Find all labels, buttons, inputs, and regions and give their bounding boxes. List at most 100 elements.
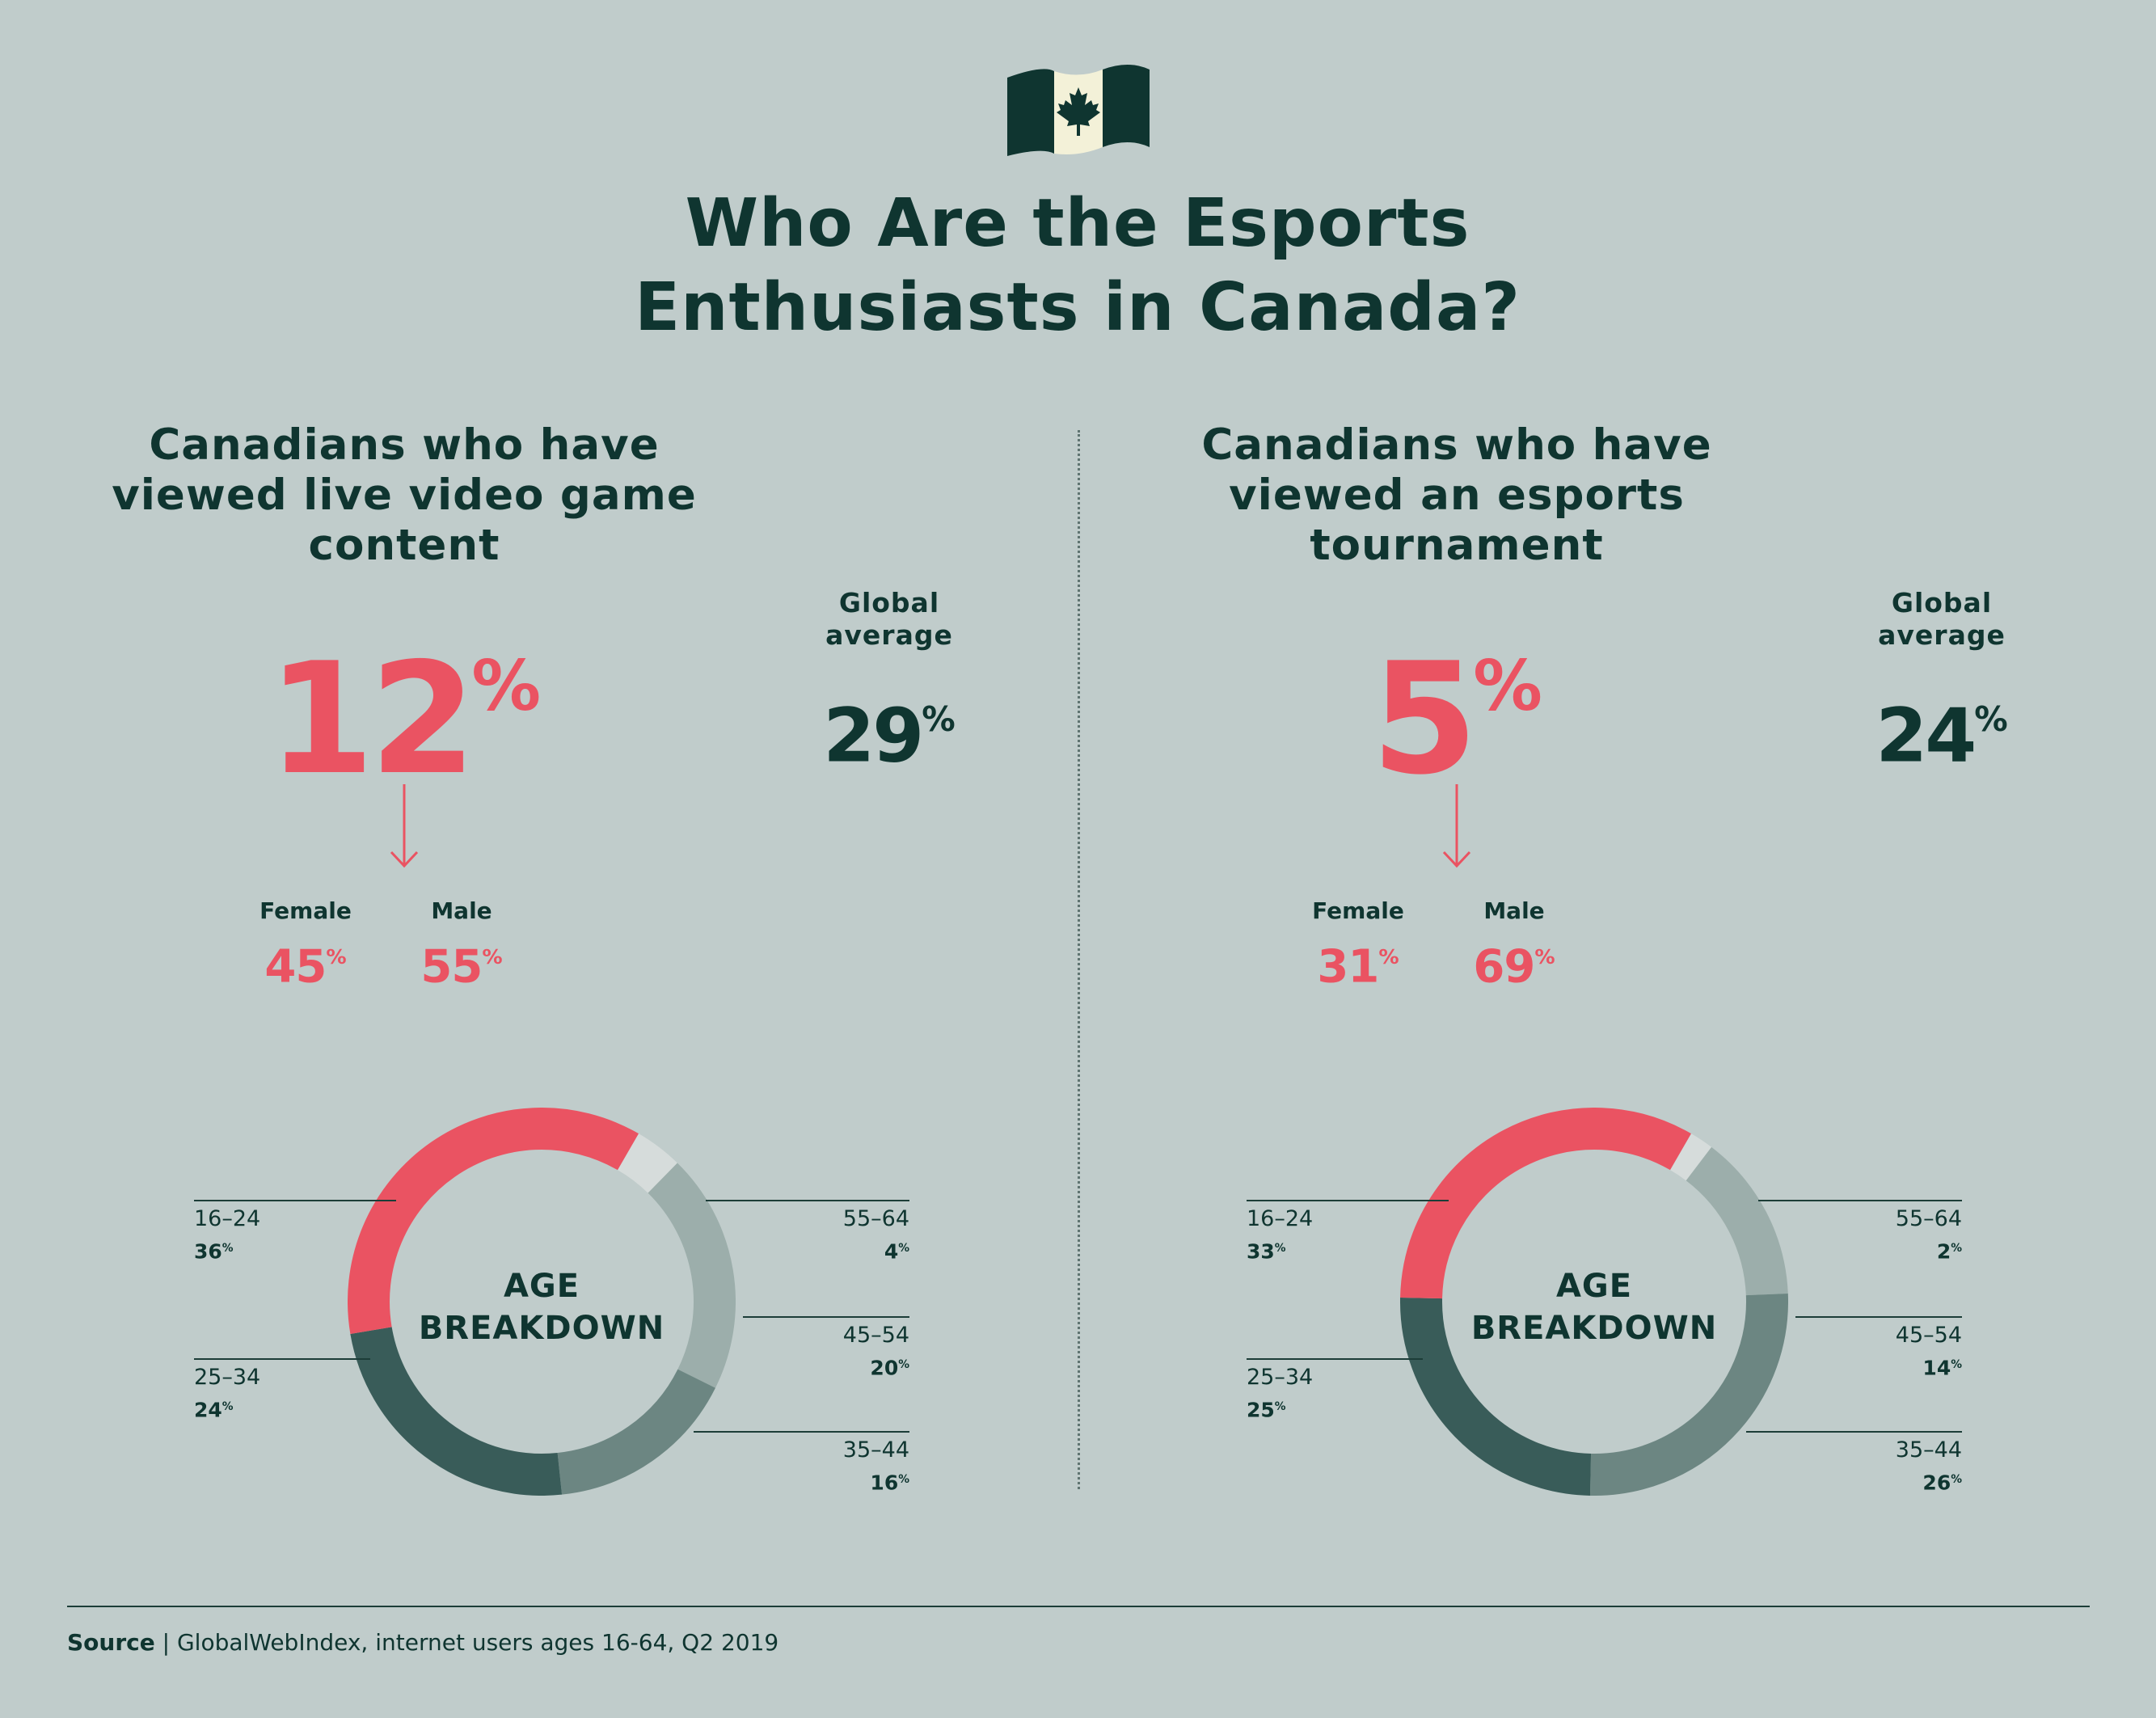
- leader-line-55-64: [1758, 1200, 1962, 1201]
- age-label-45-54: 45–54 14%: [1752, 1321, 1962, 1382]
- age-label-35-44: 35–44 16%: [699, 1436, 909, 1497]
- female-value: 45%: [264, 940, 347, 994]
- age-title-line: AGE: [1555, 1268, 1633, 1305]
- donut-segment-25-34: [1400, 1297, 1592, 1496]
- age-range: 45–54: [1895, 1323, 1962, 1348]
- flag-right-band: [1103, 65, 1150, 147]
- leader-line-16-24: [194, 1200, 396, 1201]
- donut-segment-35-44: [557, 1369, 715, 1495]
- age-label-16-24: 16–24 33%: [1247, 1205, 1457, 1266]
- global-average-label: Global average: [1821, 587, 2063, 652]
- global-unit: %: [922, 700, 956, 739]
- female-stat: Female 45%: [245, 897, 366, 1000]
- source-label: Source: [67, 1629, 155, 1656]
- age-title-line: BREAKDOWN: [1470, 1310, 1718, 1347]
- source-note: Source | GlobalWebIndex, internet users …: [67, 1628, 778, 1657]
- age-label-55-64: 55–64 4%: [699, 1205, 909, 1266]
- age-range: 25–34: [1247, 1365, 1314, 1390]
- age-title-line: BREAKDOWN: [418, 1310, 665, 1347]
- age-range: 45–54: [842, 1323, 909, 1348]
- female-label: Female: [1312, 897, 1404, 924]
- female-value: 31%: [1317, 940, 1399, 994]
- age-label-35-44: 35–44 26%: [1752, 1436, 1962, 1497]
- heading-line: viewed an esports: [1229, 471, 1685, 520]
- donut-segment-25-34: [350, 1326, 563, 1496]
- global-unit: %: [1974, 700, 2008, 739]
- title-line-1: Who Are the Esports: [685, 185, 1470, 262]
- age-percent: 33%: [1247, 1239, 1286, 1264]
- down-arrow-icon: [390, 784, 419, 868]
- page-title: Who Are the Esports Enthusiasts in Canad…: [269, 182, 1886, 350]
- donut-segment-16-24: [1400, 1108, 1691, 1299]
- heading-line: viewed live video game: [112, 471, 697, 520]
- leader-line-45-54: [1795, 1316, 1962, 1318]
- age-breakdown-title: AGE BREAKDOWN: [1432, 1265, 1756, 1349]
- source-text: | GlobalWebIndex, internet users ages 16…: [154, 1629, 779, 1656]
- age-percent: 24%: [194, 1398, 234, 1422]
- global-average-value: 29%: [768, 679, 1010, 776]
- headline-value: 12: [267, 629, 476, 808]
- leader-line-35-44: [1746, 1431, 1962, 1433]
- male-label: Male: [431, 897, 492, 924]
- male-value: 69%: [1473, 940, 1555, 994]
- age-breakdown-title: AGE BREAKDOWN: [380, 1265, 703, 1349]
- global-average-value: 24%: [1821, 679, 2063, 776]
- global-value: 24: [1875, 692, 1977, 779]
- donut-segment-55-64: [1669, 1133, 1712, 1181]
- age-percent: 25%: [1247, 1398, 1286, 1422]
- global-label-line: average: [825, 619, 953, 651]
- female-label: Female: [259, 897, 352, 924]
- age-title-line: AGE: [503, 1268, 580, 1305]
- global-label-line: Global: [1891, 587, 1993, 618]
- headline-percentage: 5%: [1255, 610, 1659, 796]
- global-average-label: Global average: [768, 587, 1010, 652]
- global-value: 29: [823, 692, 924, 779]
- male-stat: Male 55%: [401, 897, 522, 1000]
- global-label-line: average: [1878, 619, 2006, 651]
- donut-segment-35-44: [1589, 1293, 1788, 1496]
- leader-line-25-34: [194, 1358, 370, 1360]
- leader-line-45-54: [743, 1316, 909, 1318]
- age-percent: 36%: [194, 1239, 234, 1264]
- heading-line: Canadians who have: [1201, 420, 1712, 470]
- age-percent: 4%: [884, 1239, 909, 1264]
- age-percent: 20%: [870, 1356, 909, 1380]
- heading-line: content: [308, 521, 500, 570]
- age-percent: 14%: [1922, 1356, 1962, 1380]
- canada-flag-icon: [1007, 65, 1150, 156]
- flag-left-band: [1007, 69, 1054, 156]
- donut-segment-16-24: [348, 1108, 639, 1334]
- male-label: Male: [1483, 897, 1545, 924]
- headline-percentage: 12%: [202, 610, 606, 796]
- donut-segment-45-54: [648, 1163, 736, 1388]
- global-label-line: Global: [838, 587, 940, 618]
- title-line-2: Enthusiasts in Canada?: [635, 269, 1521, 346]
- age-range: 25–34: [194, 1365, 261, 1390]
- headline-unit: %: [471, 647, 542, 727]
- leader-line-35-44: [694, 1431, 909, 1433]
- age-percent: 16%: [870, 1471, 909, 1495]
- male-value: 55%: [420, 940, 503, 994]
- age-range: 16–24: [194, 1206, 261, 1231]
- panel-esports-tournament: Canadians who have viewed an esports tou…: [1053, 0, 2130, 1718]
- source-divider: [67, 1606, 2090, 1607]
- age-range: 55–64: [842, 1206, 909, 1231]
- leader-line-25-34: [1247, 1358, 1423, 1360]
- age-label-55-64: 55–64 2%: [1752, 1205, 1962, 1266]
- down-arrow-icon: [1442, 784, 1471, 868]
- age-label-25-34: 25–34 25%: [1247, 1363, 1457, 1425]
- age-percent: 2%: [1936, 1239, 1962, 1264]
- age-range: 55–64: [1895, 1206, 1962, 1231]
- age-range: 35–44: [1895, 1437, 1962, 1463]
- leader-line-55-64: [706, 1200, 909, 1201]
- donut-segment-55-64: [617, 1133, 677, 1194]
- age-label-25-34: 25–34 24%: [194, 1363, 404, 1425]
- leader-line-16-24: [1247, 1200, 1449, 1201]
- headline-unit: %: [1473, 647, 1542, 727]
- heading-line: tournament: [1310, 521, 1604, 570]
- age-label-16-24: 16–24 36%: [194, 1205, 404, 1266]
- donut-segment-45-54: [1686, 1146, 1788, 1296]
- male-stat: Male 69%: [1454, 897, 1575, 1000]
- panel-heading: Canadians who have viewed an esports tou…: [1053, 420, 1861, 571]
- age-range: 35–44: [842, 1437, 909, 1463]
